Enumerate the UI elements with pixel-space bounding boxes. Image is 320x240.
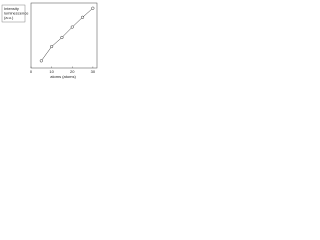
y-label-box bbox=[1, 4, 26, 23]
page: Intensity luminescence (a.u.) atoms (ato… bbox=[0, 0, 100, 80]
chart: Intensity luminescence (a.u.) atoms (ato… bbox=[1, 2, 98, 79]
y-label: luminescence bbox=[4, 11, 29, 16]
series-line bbox=[41, 8, 94, 61]
x-tick-label: 30 bbox=[91, 69, 96, 74]
x-tick-label: 20 bbox=[70, 69, 75, 74]
x-label: atoms (atoms) bbox=[50, 74, 76, 79]
point bbox=[81, 15, 85, 19]
x-tick-label: 10 bbox=[49, 69, 54, 74]
y-label: (a.u.) bbox=[4, 15, 14, 20]
x-tick-label: 0 bbox=[30, 69, 33, 74]
point bbox=[70, 25, 74, 29]
point bbox=[60, 35, 64, 40]
point bbox=[91, 6, 95, 10]
y-label: Intensity bbox=[4, 6, 19, 11]
plot-frame bbox=[30, 2, 98, 69]
point bbox=[39, 59, 43, 63]
point bbox=[50, 45, 54, 49]
